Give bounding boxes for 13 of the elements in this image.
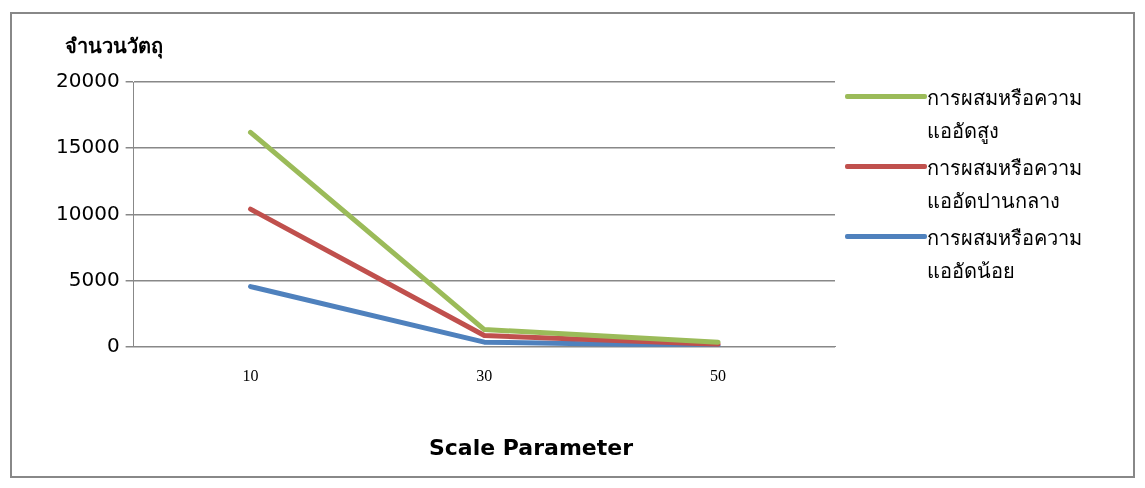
y-tick-label: 20000 bbox=[56, 68, 120, 93]
y-tick-label: 15000 bbox=[56, 134, 120, 159]
legend-label: การผสมหรือความแออัดปานกลาง bbox=[927, 155, 1083, 215]
y-axis-title: จำนวนวัตถุ bbox=[65, 33, 163, 61]
y-tick-label: 0 bbox=[106, 333, 120, 357]
x-tick-label: 50 bbox=[710, 366, 727, 384]
x-axis-title: Scale Parameter bbox=[427, 435, 635, 460]
legend-label: การผสมหรือความแออัดสูง bbox=[927, 85, 1083, 146]
legend-label: การผสมหรือความแออัดน้อย bbox=[927, 225, 1083, 285]
y-tick-label: 5000 bbox=[68, 266, 120, 291]
y-tick-label: 10000 bbox=[56, 200, 120, 225]
x-tick-label: 10 bbox=[242, 366, 259, 384]
x-tick-label: 30 bbox=[476, 366, 493, 384]
